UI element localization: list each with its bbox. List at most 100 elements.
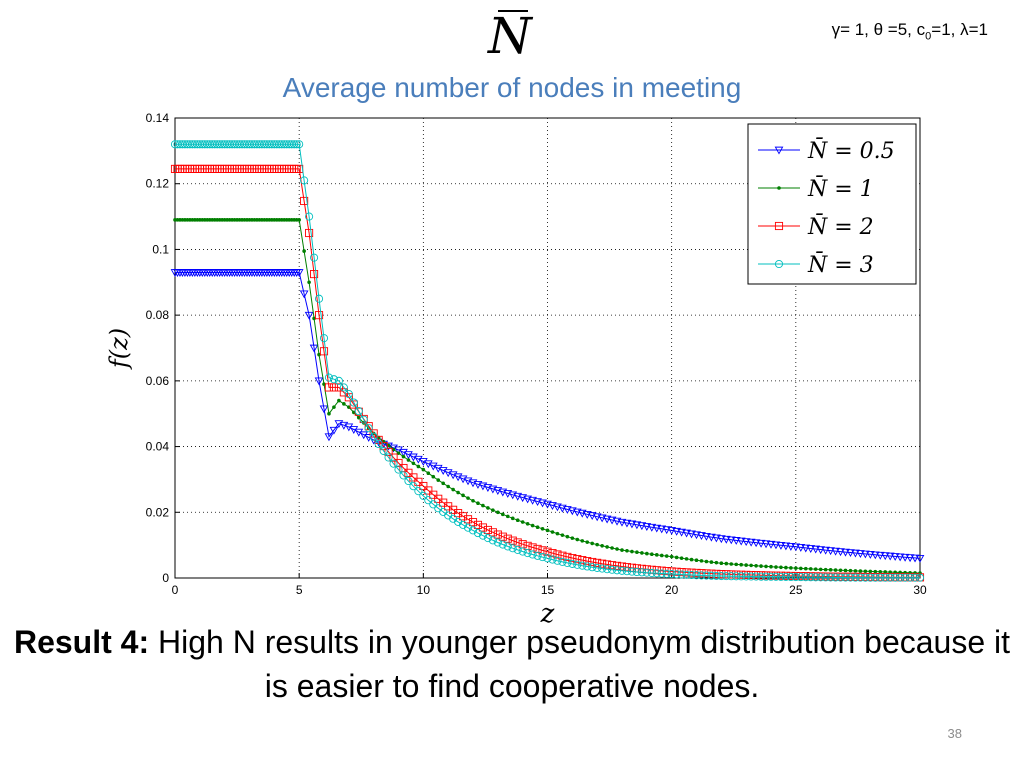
circle-marker bbox=[518, 547, 527, 556]
triangle-marker bbox=[543, 500, 552, 509]
legend-label: N̄ = 2 bbox=[807, 213, 874, 240]
dot-marker bbox=[585, 540, 590, 544]
circle-marker bbox=[846, 573, 855, 582]
circle-marker bbox=[642, 568, 651, 577]
dot-marker bbox=[173, 218, 177, 222]
dot-marker bbox=[406, 458, 411, 462]
triangle-marker bbox=[508, 491, 518, 500]
circle-marker bbox=[891, 573, 900, 582]
dot-marker bbox=[260, 218, 264, 222]
dot-marker bbox=[491, 508, 495, 512]
square-marker bbox=[424, 486, 433, 495]
dot-marker bbox=[754, 563, 758, 568]
dot-marker bbox=[505, 514, 510, 519]
dot-marker bbox=[615, 547, 619, 551]
dot-marker bbox=[441, 481, 446, 486]
circle-marker bbox=[359, 415, 368, 424]
circle-marker bbox=[612, 566, 622, 575]
circle-marker bbox=[871, 573, 880, 582]
dot-marker bbox=[704, 559, 709, 564]
triangle-marker bbox=[553, 503, 562, 512]
circle-marker bbox=[533, 551, 542, 560]
dot-marker bbox=[625, 549, 629, 553]
triangle-marker bbox=[304, 311, 314, 320]
dot-marker bbox=[227, 218, 232, 222]
square-marker bbox=[608, 561, 617, 570]
dot-marker bbox=[312, 316, 316, 321]
dot-marker bbox=[530, 523, 535, 528]
dot-marker bbox=[294, 218, 299, 222]
page-number: 38 bbox=[947, 726, 962, 741]
circle-marker bbox=[841, 573, 850, 582]
circle-marker bbox=[404, 476, 413, 486]
square-marker bbox=[324, 383, 334, 392]
square-marker bbox=[578, 556, 587, 565]
dot-marker bbox=[272, 218, 277, 222]
dot-marker bbox=[734, 562, 739, 567]
square-marker bbox=[493, 530, 502, 539]
square-marker bbox=[468, 518, 478, 527]
n-bar-symbol: N bbox=[484, 0, 544, 70]
square-marker bbox=[473, 520, 483, 529]
triangle-marker bbox=[294, 269, 304, 277]
dot-marker bbox=[888, 570, 892, 574]
circle-marker bbox=[379, 446, 388, 455]
triangle-marker bbox=[890, 553, 900, 561]
dot-marker bbox=[225, 218, 229, 222]
dot-marker bbox=[560, 533, 565, 537]
triangle-marker bbox=[865, 551, 875, 559]
dot-marker bbox=[863, 569, 868, 574]
triangle-marker bbox=[533, 498, 542, 507]
dot-marker bbox=[245, 218, 249, 222]
circle-marker bbox=[488, 536, 497, 545]
dot-marker bbox=[232, 218, 237, 222]
dot-marker bbox=[600, 543, 604, 548]
square-marker bbox=[334, 383, 343, 392]
circle-marker bbox=[771, 572, 781, 581]
dot-marker bbox=[456, 490, 460, 495]
triangle-marker bbox=[716, 535, 726, 544]
triangle-marker bbox=[831, 547, 840, 556]
triangle-marker bbox=[612, 517, 622, 526]
dot-marker bbox=[580, 539, 585, 543]
circle-marker bbox=[886, 573, 895, 582]
circle-marker bbox=[310, 253, 319, 262]
triangle-marker bbox=[746, 538, 756, 547]
square-marker bbox=[364, 422, 373, 431]
circle-marker bbox=[910, 573, 920, 582]
square-marker bbox=[712, 569, 721, 578]
dot-marker bbox=[739, 562, 743, 567]
dot-marker bbox=[510, 516, 515, 521]
y-tick-label: 0.1 bbox=[152, 242, 169, 256]
dot-marker bbox=[679, 556, 684, 560]
circle-marker bbox=[608, 565, 617, 574]
dot-marker bbox=[545, 528, 550, 533]
circle-marker bbox=[757, 572, 766, 581]
caption-text: High N results in younger pseudonym dist… bbox=[149, 624, 1011, 704]
dot-marker bbox=[279, 218, 284, 222]
circle-marker bbox=[774, 259, 784, 269]
chart: 0 5 10 15 20 25 30 0 0.02 0.04 0.06 0.08 0.1 0.12 0.14… bbox=[105, 111, 927, 624]
dot-marker bbox=[195, 218, 200, 222]
triangle-marker bbox=[687, 530, 696, 539]
axis-layer: 0 5 10 15 20 25 30 0 0.02 0.04 0.06 0.08 0.1 0.12 0.14 bbox=[146, 111, 927, 597]
dot-marker bbox=[843, 568, 848, 573]
dot-marker bbox=[719, 561, 724, 566]
legend-label: N̄ = 1 bbox=[807, 175, 874, 202]
triangle-marker bbox=[910, 554, 920, 563]
circle-marker bbox=[747, 572, 756, 581]
triangle-marker bbox=[314, 377, 324, 386]
square-marker bbox=[314, 311, 324, 320]
dot-marker bbox=[833, 568, 838, 572]
dot-marker bbox=[222, 218, 227, 222]
triangle-marker bbox=[483, 484, 493, 492]
circle-marker bbox=[598, 564, 607, 573]
circle-marker bbox=[677, 570, 686, 579]
triangle-marker bbox=[692, 531, 701, 540]
circle-marker bbox=[334, 376, 343, 385]
triangle-marker bbox=[806, 545, 816, 553]
dot-marker bbox=[212, 218, 217, 222]
legend-label: N̄ = 3 bbox=[807, 251, 874, 278]
triangle-marker bbox=[587, 512, 597, 521]
triangle-marker bbox=[548, 502, 557, 510]
